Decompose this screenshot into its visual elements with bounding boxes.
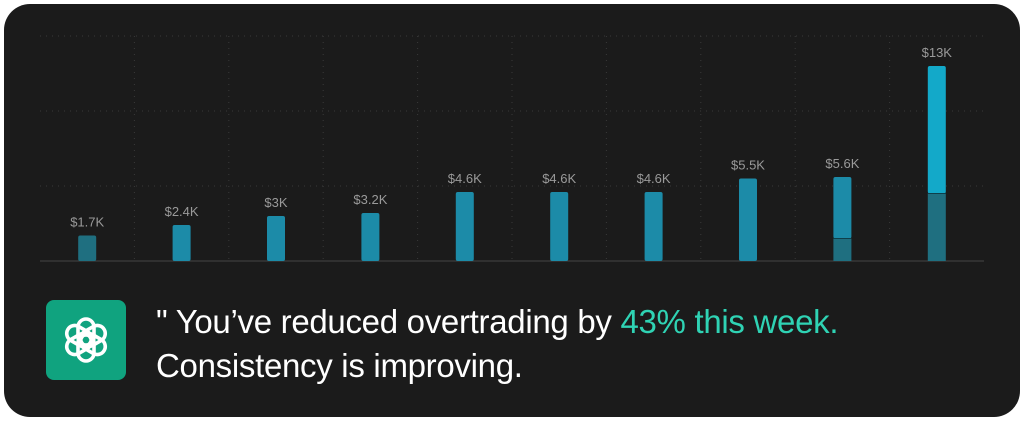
bar-value-label: $4.6K [542,171,576,186]
bar-value-label: $5.6K [825,156,859,171]
insight-line-1: " You’ve reduced overtrading by 43% this… [156,300,839,344]
bar-base-segment [927,193,946,261]
chatgpt-logo-icon [46,300,126,380]
bar [267,216,285,261]
insight-line-2: Consistency is improving. [156,347,523,384]
bar [644,192,663,261]
insight-highlight: 43% this week. [620,303,839,340]
bar [361,213,380,261]
bar [172,225,191,261]
bar [927,66,946,194]
insight-quote: " You’ve reduced overtrading by 43% this… [156,300,839,388]
bar-value-label: $2.4K [165,204,199,219]
bar [833,177,852,239]
bar-value-label: $4.6K [637,171,671,186]
spending-bar-chart: $1.7K $2.4K $3K $3.2K $4.6K $4.6K $4.6K $5.5K $5… [40,35,984,262]
bar-base-segment [833,238,852,261]
bar-value-label: $1.7K [70,215,104,230]
quote-mark: " [156,303,168,340]
bar [739,178,757,261]
insight-card: $1.7K $2.4K $3K $3.2K $4.6K $4.6K $4.6K $5.5K $5… [4,4,1020,417]
bar [550,192,569,261]
insight-panel: " You’ve reduced overtrading by 43% this… [46,300,1006,390]
openai-knot-icon [64,317,108,363]
bar-value-label: $4.6K [448,171,482,186]
bar-value-label: $13K [922,45,953,60]
bar [78,235,97,261]
bar-value-label: $5.5K [731,158,765,173]
bar-value-label: $3.2K [353,192,387,207]
bar [455,192,474,261]
bar-value-label: $3K [264,195,287,210]
insight-text: You’ve reduced overtrading by [167,303,621,340]
